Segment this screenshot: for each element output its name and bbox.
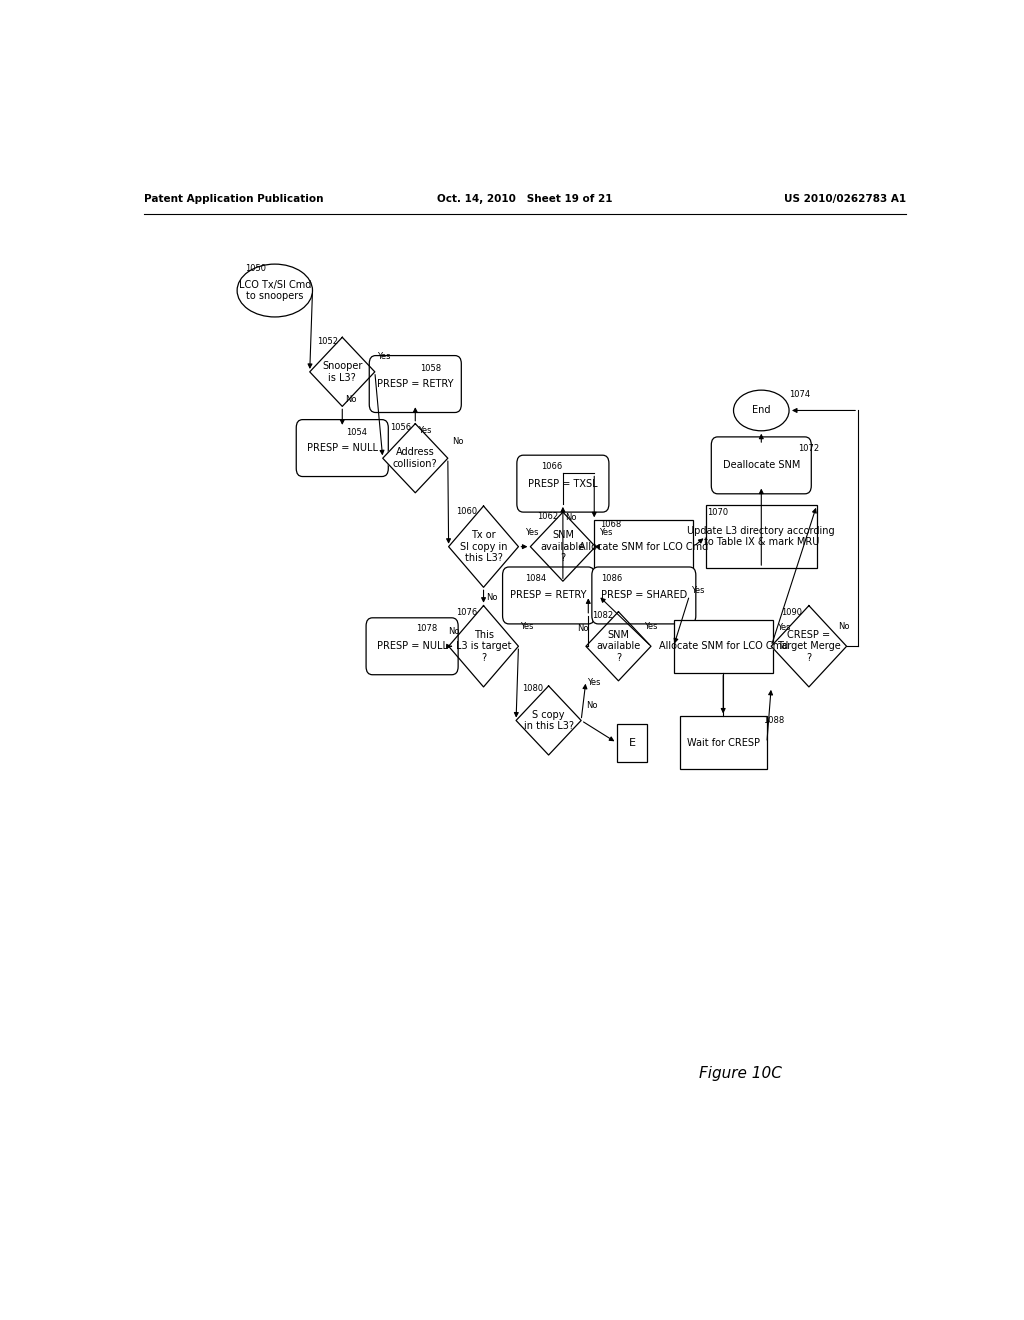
Polygon shape: [516, 686, 582, 755]
Text: 1070: 1070: [708, 508, 728, 516]
Text: S copy
in this L3?: S copy in this L3?: [523, 710, 573, 731]
Text: Allocate SNM for LCO Cmd: Allocate SNM for LCO Cmd: [658, 642, 787, 651]
Text: PRESP = NULL: PRESP = NULL: [307, 444, 378, 453]
Text: SNM
available
?: SNM available ?: [541, 531, 585, 564]
Text: Yes: Yes: [587, 678, 600, 688]
Ellipse shape: [238, 264, 312, 317]
Ellipse shape: [733, 391, 790, 430]
Text: 1062: 1062: [537, 512, 558, 520]
Bar: [706, 506, 817, 568]
FancyBboxPatch shape: [367, 618, 458, 675]
Text: Allocate SNM for LCO Cmd: Allocate SNM for LCO Cmd: [580, 541, 709, 552]
FancyBboxPatch shape: [712, 437, 811, 494]
Text: End: End: [752, 405, 770, 416]
Text: 1086: 1086: [601, 574, 623, 582]
Text: 1066: 1066: [541, 462, 562, 471]
Text: Yes: Yes: [520, 623, 534, 631]
Text: 1074: 1074: [790, 389, 810, 399]
Bar: [616, 723, 647, 762]
Text: No: No: [839, 623, 850, 631]
Text: US 2010/0262783 A1: US 2010/0262783 A1: [783, 194, 905, 205]
Text: 1054: 1054: [346, 428, 368, 437]
Text: E: E: [629, 738, 636, 748]
Text: Yes: Yes: [599, 528, 613, 537]
Text: Oct. 14, 2010   Sheet 19 of 21: Oct. 14, 2010 Sheet 19 of 21: [437, 194, 612, 205]
Polygon shape: [771, 606, 847, 686]
Text: Patent Application Publication: Patent Application Publication: [143, 194, 324, 205]
Text: Yes: Yes: [524, 528, 539, 537]
Text: Yes: Yes: [377, 352, 391, 362]
Bar: [594, 520, 693, 573]
Text: LCO Tx/SI Cmd
to snoopers: LCO Tx/SI Cmd to snoopers: [239, 280, 311, 301]
Text: 1076: 1076: [456, 609, 477, 618]
Text: No: No: [565, 512, 577, 521]
Polygon shape: [449, 606, 518, 686]
Text: 1058: 1058: [420, 364, 441, 374]
Text: Tx or
SI copy in
this L3?: Tx or SI copy in this L3?: [460, 531, 507, 564]
Text: 1072: 1072: [799, 444, 820, 453]
Polygon shape: [309, 338, 375, 407]
FancyBboxPatch shape: [370, 355, 461, 412]
Text: Yes: Yes: [418, 426, 431, 436]
Bar: [680, 717, 767, 770]
Text: PRESP = RETRY: PRESP = RETRY: [510, 590, 587, 601]
FancyBboxPatch shape: [503, 568, 595, 624]
Text: No: No: [452, 437, 463, 446]
Text: 1084: 1084: [524, 574, 546, 582]
Text: Snooper
is L3?: Snooper is L3?: [323, 362, 362, 383]
Text: No: No: [578, 624, 589, 634]
Polygon shape: [586, 611, 651, 681]
Text: No: No: [345, 395, 356, 404]
Text: 1068: 1068: [600, 520, 622, 529]
Text: PRESP = SHARED: PRESP = SHARED: [601, 590, 687, 601]
Text: 1060: 1060: [456, 507, 477, 516]
FancyBboxPatch shape: [592, 568, 696, 624]
Text: 1052: 1052: [316, 337, 338, 346]
FancyBboxPatch shape: [296, 420, 388, 477]
Text: PRESP = NULL: PRESP = NULL: [377, 642, 447, 651]
Text: PRESP = TXSL: PRESP = TXSL: [528, 479, 598, 488]
Text: 1056: 1056: [390, 424, 411, 432]
Text: 1090: 1090: [781, 609, 802, 618]
Text: Yes: Yes: [644, 623, 657, 631]
Text: Yes: Yes: [691, 586, 705, 595]
Polygon shape: [383, 424, 447, 492]
Text: CRESP =
Target Merge
?: CRESP = Target Merge ?: [777, 630, 841, 663]
Text: No: No: [486, 593, 498, 602]
Text: 1050: 1050: [246, 264, 266, 273]
Text: Wait for CRESP: Wait for CRESP: [687, 738, 760, 748]
Text: PRESP = RETRY: PRESP = RETRY: [377, 379, 454, 389]
Text: Deallocate SNM: Deallocate SNM: [723, 461, 800, 470]
Text: 1080: 1080: [521, 685, 543, 693]
Text: No: No: [447, 627, 460, 635]
Bar: [674, 620, 773, 673]
Polygon shape: [530, 512, 595, 581]
Text: Figure 10C: Figure 10C: [699, 1065, 782, 1081]
Text: Address
collision?: Address collision?: [393, 447, 437, 469]
Text: No: No: [586, 701, 597, 710]
Text: SNM
available
?: SNM available ?: [596, 630, 641, 663]
Text: Yes: Yes: [777, 623, 791, 632]
FancyBboxPatch shape: [517, 455, 609, 512]
Text: 1082: 1082: [592, 611, 613, 620]
Polygon shape: [449, 506, 518, 587]
Text: 1088: 1088: [763, 715, 784, 725]
Text: 1078: 1078: [416, 624, 437, 634]
Text: Update L3 directory according
to Table IX & mark MRU: Update L3 directory according to Table I…: [687, 525, 836, 548]
Text: This
L3 is target
?: This L3 is target ?: [456, 630, 511, 663]
